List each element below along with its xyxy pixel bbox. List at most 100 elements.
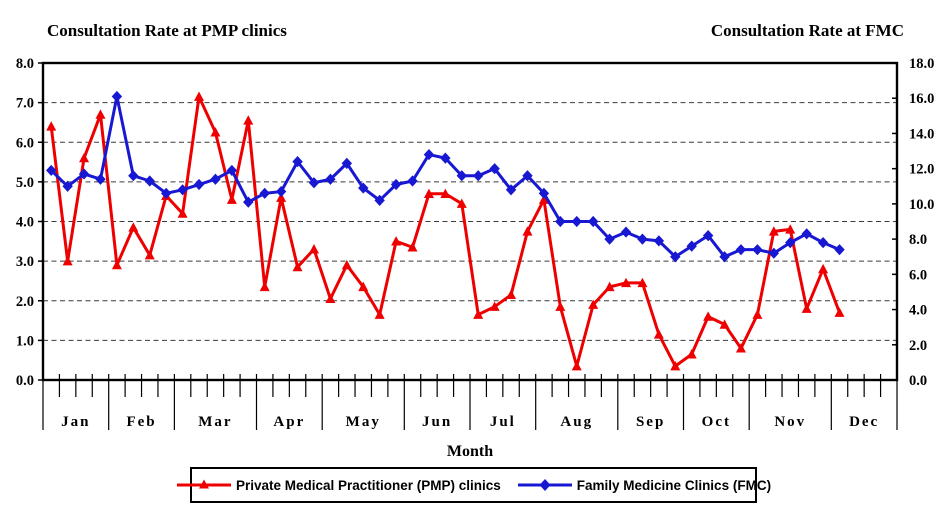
month-label: Jun <box>422 414 452 430</box>
fmc-data-marker <box>46 164 57 177</box>
pmp-data-marker <box>62 255 73 266</box>
pmp-data-marker <box>555 301 566 311</box>
left-axis-label: 4.0 <box>16 215 34 231</box>
left-axis-label: 2.0 <box>16 294 34 310</box>
pmp-data-marker <box>374 309 385 319</box>
pmp-data-marker <box>801 303 812 313</box>
left-axis-title: Consultation Rate at PMP clinics <box>47 21 287 40</box>
pmp-data-marker <box>768 226 779 236</box>
pmp-data-marker <box>391 236 402 246</box>
fmc-data-marker <box>522 170 533 182</box>
left-axis-label: 3.0 <box>16 254 34 270</box>
pmp-data-marker <box>292 261 303 272</box>
fmc-data-marker <box>735 244 747 256</box>
month-label: Apr <box>273 414 305 430</box>
fmc-data-marker <box>62 180 73 192</box>
pmp-data-marker <box>686 349 697 359</box>
pmp-data-marker <box>177 208 188 218</box>
pmp-legend-swatch <box>176 479 231 489</box>
fmc-data-marker <box>620 226 632 238</box>
fmc-legend-swatch <box>517 479 572 491</box>
month-label: Sep <box>636 414 665 430</box>
month-label: Mar <box>198 414 232 430</box>
fmc-data-marker <box>341 157 353 169</box>
pmp-data-marker <box>489 301 500 311</box>
fmc-data-marker <box>95 173 106 185</box>
right-axis-label: 18.0 <box>909 56 934 72</box>
fmc-data-marker <box>440 152 451 164</box>
right-axis-label: 16.0 <box>909 91 934 107</box>
pmp-data-marker <box>243 115 254 125</box>
pmp-data-marker <box>95 109 106 119</box>
fmc-data-marker <box>456 170 467 182</box>
fmc-data-marker <box>243 196 254 208</box>
left-axis-label: 6.0 <box>16 135 34 151</box>
pmp-data-marker <box>588 299 599 309</box>
fmc-data-marker <box>489 163 500 175</box>
pmp-data-marker <box>522 226 533 236</box>
pmp-data-marker <box>703 311 714 321</box>
pmp-data-marker <box>194 91 205 101</box>
pmp-data-marker <box>670 360 681 371</box>
month-label: Jul <box>490 414 516 430</box>
pmp-data-marker <box>308 244 319 254</box>
pmp-data-marker <box>506 289 517 300</box>
pmp-data-marker <box>144 249 155 260</box>
fmc-series-line <box>50 94 841 259</box>
fmc-data-marker <box>719 251 730 263</box>
fmc-data-marker <box>160 187 172 199</box>
fmc-data-marker <box>193 178 205 191</box>
legend-item-fmc: Family Medicine Clinics (FMC) <box>517 478 771 493</box>
pmp-data-marker <box>735 343 746 353</box>
left-axis-label: 0.0 <box>16 373 34 389</box>
fmc-data-marker <box>473 170 484 182</box>
pmp-data-marker <box>538 194 549 204</box>
fmc-data-marker <box>653 235 665 247</box>
left-axis-label: 7.0 <box>16 96 34 112</box>
right-axis-label: 6.0 <box>909 267 927 283</box>
left-axis-label: 1.0 <box>16 333 34 349</box>
fmc-data-marker <box>571 215 582 228</box>
pmp-data-marker <box>111 259 122 270</box>
right-axis-label: 10.0 <box>909 197 934 213</box>
pmp-data-marker <box>259 281 270 292</box>
pmp-data-marker <box>719 319 730 329</box>
fmc-data-marker <box>308 177 320 189</box>
pmp-data-marker <box>407 242 418 252</box>
left-axis-label: 5.0 <box>16 175 34 191</box>
fmc-data-marker <box>555 215 566 228</box>
plot-border <box>41 61 899 382</box>
pmp-data-marker <box>440 188 451 198</box>
fmc-data-marker <box>423 148 435 161</box>
fmc-data-marker <box>538 187 550 199</box>
month-label: Dec <box>849 414 879 430</box>
legend: Private Medical Practitioner (PMP) clini… <box>176 467 771 503</box>
month-label: Nov <box>774 414 806 430</box>
pmp-data-marker <box>210 127 221 137</box>
pmp-data-marker <box>785 224 796 234</box>
fmc-data-marker <box>834 244 845 256</box>
fmc-data-marker <box>128 170 139 182</box>
pmp-data-marker <box>621 277 632 288</box>
pmp-data-marker <box>325 293 336 303</box>
pmp-data-marker <box>818 263 829 274</box>
fmc-data-marker <box>177 184 188 196</box>
fmc-data-marker <box>785 237 796 249</box>
pmp-data-marker <box>653 329 664 339</box>
fmc-data-marker <box>374 194 385 206</box>
month-label: Aug <box>560 414 593 430</box>
pmp-data-marker <box>226 194 237 204</box>
pmp-data-marker <box>358 281 369 292</box>
right-axis-label: 12.0 <box>909 162 934 178</box>
right-axis-label: 4.0 <box>909 303 927 319</box>
pmp-data-marker <box>473 309 484 319</box>
pmp-data-marker <box>571 360 582 371</box>
pmp-data-marker <box>834 307 845 317</box>
fmc-data-marker <box>817 237 829 249</box>
fmc-data-marker <box>702 229 714 242</box>
fmc-data-marker <box>768 247 780 259</box>
pmp-data-marker <box>604 281 615 292</box>
month-label: May <box>346 414 381 430</box>
